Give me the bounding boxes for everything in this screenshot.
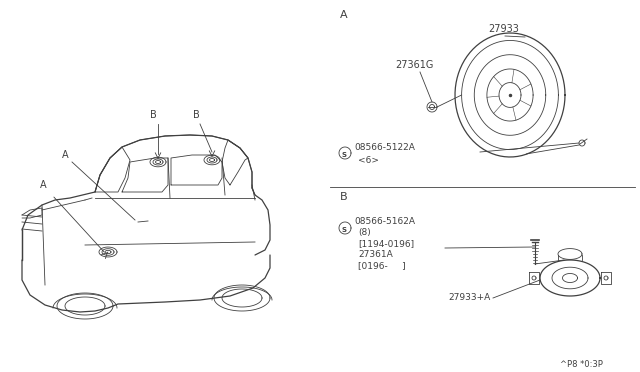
Text: B: B — [193, 110, 200, 120]
Text: B: B — [150, 110, 157, 120]
Text: <6>: <6> — [358, 156, 379, 165]
Text: A: A — [40, 180, 47, 190]
Text: 27933+A: 27933+A — [448, 293, 490, 302]
Text: [1194-0196]: [1194-0196] — [358, 239, 414, 248]
Text: ^P8 *0:3P: ^P8 *0:3P — [560, 360, 603, 369]
Text: B: B — [340, 192, 348, 202]
Text: 08566-5122A: 08566-5122A — [354, 143, 415, 152]
Text: 27361A: 27361A — [358, 250, 393, 259]
Text: [0196-     ]: [0196- ] — [358, 261, 406, 270]
Text: A: A — [62, 150, 68, 160]
Text: 27933: 27933 — [488, 24, 519, 34]
Text: (8): (8) — [358, 228, 371, 237]
Text: S: S — [342, 227, 346, 233]
Text: S: S — [342, 152, 346, 158]
Text: 27361G: 27361G — [395, 60, 433, 70]
Text: A: A — [340, 10, 348, 20]
Text: 08566-5162A: 08566-5162A — [354, 217, 415, 226]
